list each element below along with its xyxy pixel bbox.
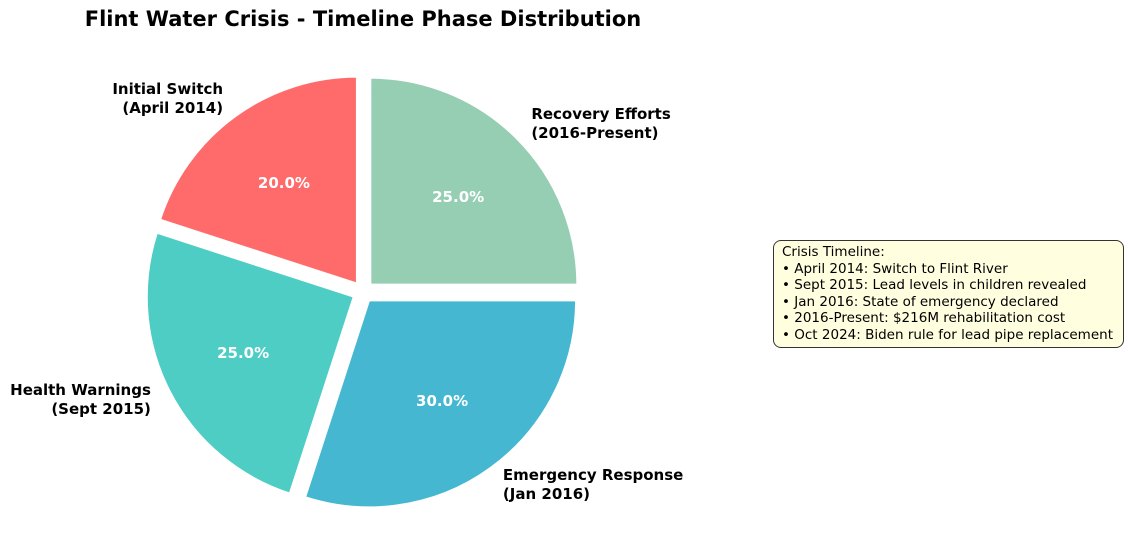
timeline-box-items: • April 2014: Switch to Flint River • Sep… xyxy=(782,261,1116,344)
slice-category-label: Recovery Efforts (2016-Present) xyxy=(531,105,670,143)
slice-label-period: (April 2014) xyxy=(122,99,224,118)
timeline-box-item: • Oct 2024: Biden rule for lead pipe rep… xyxy=(782,326,1113,343)
crisis-timeline-box: Crisis Timeline: • April 2014: Switch to… xyxy=(773,240,1124,348)
slice-category-label: Health Warnings (Sept 2015) xyxy=(10,381,151,419)
timeline-box-item: • 2016-Present: $216M rehabilitation cos… xyxy=(782,310,1066,326)
pie-slice-initial-switch xyxy=(159,75,358,285)
slice-label-period: (Jan 2016) xyxy=(502,484,590,503)
timeline-box-item: • Sept 2015: Lead levels in children rev… xyxy=(782,277,1087,293)
chart-title: Flint Water Crisis - Timeline Phase Dist… xyxy=(84,7,642,31)
slice-label-name: Emergency Response xyxy=(502,465,684,484)
slice-label-name: Health Warnings xyxy=(10,381,151,400)
timeline-box-item: • April 2014: Switch to Flint River xyxy=(782,260,1008,277)
slice-percent-label: 20.0% xyxy=(257,174,310,193)
slice-label-name: Recovery Efforts xyxy=(531,104,671,123)
slice-percent-label: 30.0% xyxy=(416,391,469,410)
slice-category-label: Initial Switch (April 2014) xyxy=(112,80,223,118)
slice-category-label: Emergency Response (Jan 2016) xyxy=(503,466,683,504)
timeline-box-item: • Jan 2016: State of emergency declared xyxy=(782,293,1059,310)
timeline-box-title: Crisis Timeline: xyxy=(782,244,885,260)
slice-label-period: (Sept 2015) xyxy=(51,400,151,419)
pie-slice-recovery-efforts xyxy=(369,76,579,286)
pie-slice-emergency-response xyxy=(304,299,578,509)
slice-percent-label: 25.0% xyxy=(432,187,485,206)
slice-label-period: (2016-Present) xyxy=(531,123,659,142)
pie-slice-health-warnings xyxy=(145,231,355,495)
slice-label-name: Initial Switch xyxy=(112,80,224,99)
slice-percent-label: 25.0% xyxy=(217,344,270,363)
